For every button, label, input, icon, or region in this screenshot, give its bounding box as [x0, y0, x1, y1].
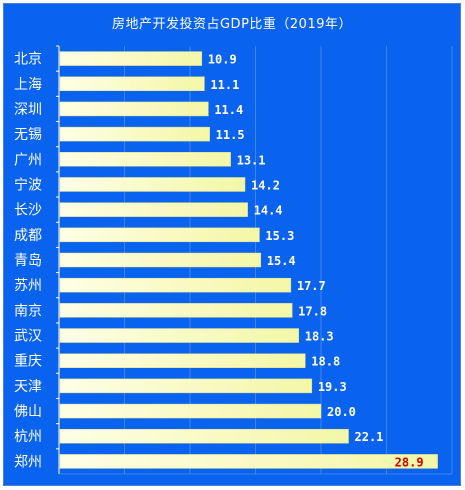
value-label: 17.7	[297, 279, 326, 293]
value-label: 13.1	[237, 153, 266, 167]
category-label: 广州	[14, 152, 42, 168]
bar	[59, 403, 322, 419]
bar	[59, 227, 260, 243]
bar	[59, 454, 438, 469]
bar	[59, 126, 210, 142]
category-label: 长沙	[14, 203, 42, 219]
value-label: 19.3	[318, 380, 347, 394]
value-label: 20.0	[327, 405, 356, 419]
bar	[59, 152, 231, 167]
category-label: 重庆	[14, 354, 42, 370]
category-label: 佛山	[14, 404, 42, 420]
category-label: 北京	[14, 52, 42, 68]
value-label: 18.3	[305, 330, 334, 344]
category-label: 南京	[14, 303, 42, 319]
category-label: 武汉	[14, 329, 42, 345]
bar	[59, 353, 306, 368]
value-label: 28.9	[395, 455, 424, 469]
chart-title: 房地产开发投资占GDP比重（2019年）	[111, 17, 352, 32]
bar-layer	[59, 51, 438, 469]
value-label: 17.8	[298, 304, 327, 318]
value-label: 15.4	[267, 254, 296, 268]
value-label: 11.1	[210, 78, 239, 92]
value-label: 14.2	[251, 178, 280, 192]
bar	[59, 76, 205, 92]
label-layer: 北京 10.9 上海 11.1 深圳 11.4 无锡 11.5 广州 13.1 宁波 14.2 长沙 14…	[14, 52, 424, 471]
bar	[59, 252, 261, 268]
bar	[59, 303, 293, 318]
category-label: 深圳	[14, 102, 42, 118]
value-label: 18.8	[311, 355, 340, 369]
category-label: 杭州	[14, 429, 42, 445]
value-label: 15.3	[265, 229, 294, 243]
bar	[59, 51, 203, 66]
value-label: 14.4	[254, 204, 283, 218]
value-label: 22.1	[355, 430, 384, 444]
chart-frame: 房地产开发投资占GDP比重（2019年） 北京 10.9 上海 11.1 深圳 11.4 无…	[3, 3, 461, 486]
category-label: 青岛	[14, 253, 42, 269]
category-label: 上海	[14, 77, 42, 93]
bar	[59, 277, 292, 293]
category-label: 宁波	[14, 176, 42, 193]
bar	[59, 378, 313, 394]
category-label: 成都	[14, 228, 42, 244]
bar	[59, 202, 248, 217]
bar	[59, 328, 299, 343]
category-label: 无锡	[14, 127, 42, 143]
bar	[59, 177, 246, 192]
value-label: 11.4	[214, 103, 243, 117]
category-label: 天津	[14, 379, 42, 395]
bar	[59, 428, 349, 444]
value-label: 11.5	[216, 128, 245, 142]
category-label: 苏州	[14, 278, 42, 294]
bar	[59, 101, 209, 117]
category-label: 郑州	[14, 454, 42, 470]
value-label: 10.9	[208, 53, 237, 67]
chart-plot: 北京 10.9 上海 11.1 深圳 11.4 无锡 11.5 广州 13.1 宁波 14.2 长沙 14…	[14, 45, 453, 475]
